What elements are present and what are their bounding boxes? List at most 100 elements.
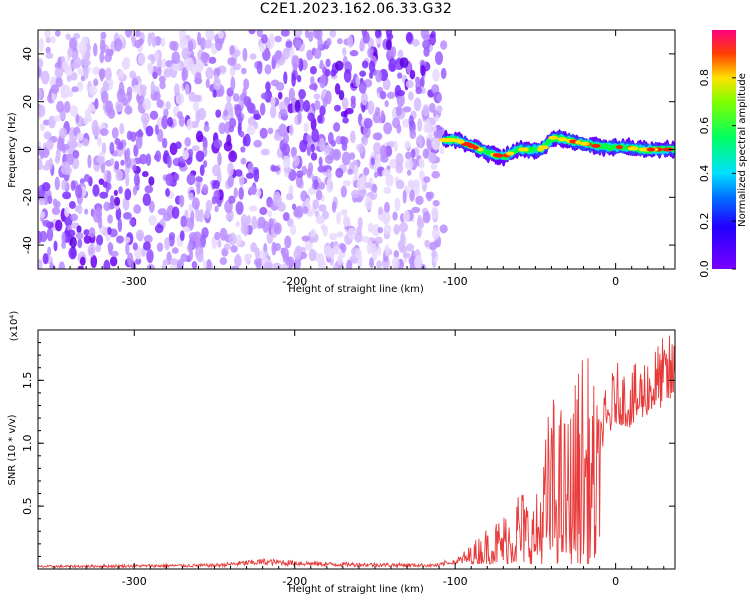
spectrogram-blob: [405, 151, 412, 160]
spectrogram-blob: [361, 235, 370, 243]
spectrogram-y-axis: -40 -20 0 20 40: [21, 47, 675, 254]
spectrogram-blob: [67, 90, 74, 98]
spectrogram-blob: [38, 58, 44, 69]
spectrogram-blob: [274, 35, 282, 43]
spectrogram-blob: [429, 241, 437, 251]
spectrogram-blob: [42, 252, 49, 265]
spectrogram-blob: [215, 38, 223, 51]
spectrogram-blob: [184, 137, 191, 147]
spectrogram-blob: [72, 51, 78, 61]
spectrogram-blob: [81, 36, 88, 45]
spectrogram-blob: [335, 60, 344, 71]
y-tick-label: 1.0: [21, 434, 34, 452]
spectrogram-blob: [247, 162, 254, 174]
spectrogram-blob: [217, 239, 222, 248]
spectrogram-blob: [431, 227, 440, 240]
spectrogram-blob: [422, 34, 431, 41]
spectrogram-blob: [271, 241, 277, 256]
spectrogram-blob: [402, 106, 412, 113]
spectrogram-blob: [38, 87, 42, 101]
spectrogram-blob: [107, 49, 114, 57]
spectrogram-blob: [98, 178, 105, 185]
spectrogram-blob: [118, 186, 123, 195]
signal-peak: [537, 147, 544, 152]
spectrogram-blob: [428, 102, 436, 113]
spectrogram-blob: [362, 31, 370, 44]
spectrogram-blob: [319, 59, 324, 70]
spectrogram-blob: [293, 248, 302, 261]
spectrogram-blob: [208, 56, 217, 64]
spectrogram-blob: [99, 51, 105, 64]
spectrogram-blob: [402, 252, 411, 259]
spectrogram-blob: [393, 224, 401, 235]
spectrogram-blob: [44, 30, 51, 39]
spectrogram-blob: [191, 261, 198, 269]
spectrogram-blob: [175, 141, 182, 150]
spectrogram-blob: [160, 58, 167, 68]
spectrogram-blob: [217, 152, 222, 166]
spectrogram-blob: [331, 201, 337, 213]
spectrogram-blob: [188, 203, 193, 213]
spectrogram-blob: [240, 146, 246, 153]
spectrogram-blob: [132, 185, 138, 196]
spectrogram-blob: [242, 47, 248, 62]
spectrogram-blob: [126, 86, 133, 96]
spectrogram-blob: [341, 151, 351, 166]
spectrogram-blob: [134, 39, 142, 49]
x-tick-label: -200: [282, 275, 307, 288]
spectrogram-blob: [145, 153, 152, 166]
spectrogram-blob: [114, 38, 123, 52]
spectrogram-blob: [425, 118, 431, 132]
spectrogram-blob: [430, 163, 438, 170]
spectrogram-blob: [154, 224, 164, 234]
spectrogram-blob: [228, 150, 238, 163]
spectrogram-blob: [169, 258, 179, 266]
spectrogram-blob: [218, 122, 226, 135]
spectrogram-blob: [440, 40, 448, 50]
spectrogram-blob: [280, 247, 286, 255]
spectrogram-blob: [253, 113, 262, 121]
spectrogram-blob: [440, 67, 447, 80]
spectrogram-blob: [297, 110, 302, 125]
spectrogram-blob: [422, 148, 430, 159]
spectrogram-blob: [234, 254, 242, 268]
spectrogram-blob: [96, 156, 105, 164]
spectrogram-blob: [354, 231, 363, 243]
spectrogram-blob: [143, 234, 153, 244]
spectrogram-blob: [88, 85, 98, 96]
spectrogram-blob: [76, 225, 82, 234]
snr-x-axis-label: Height of straight line (km): [288, 584, 424, 595]
spectrogram-blob: [421, 87, 426, 94]
spectrogram-blob: [318, 156, 323, 167]
spectrogram-blob: [384, 201, 390, 214]
spectrogram-blob: [326, 37, 332, 47]
spectrogram-blob: [132, 164, 137, 172]
spectrogram-blob: [110, 250, 119, 258]
spectrogram-blob: [431, 206, 439, 219]
spectrogram-blob: [282, 132, 290, 145]
spectrogram-blob: [343, 68, 352, 83]
spectrogram-blob: [38, 259, 43, 269]
spectrogram-blob: [72, 149, 80, 159]
spectrogram-blob: [264, 64, 272, 75]
spectrogram-blob: [385, 30, 393, 38]
spectrogram-blob: [416, 228, 422, 239]
spectrogram-blob: [192, 94, 202, 102]
spectrogram-blob: [213, 189, 221, 202]
spectrogram-blob: [243, 223, 248, 237]
spectrogram-blob: [294, 39, 302, 49]
spectrogram-blob: [385, 39, 392, 51]
spectrogram-blob: [200, 51, 209, 64]
x-tick-label: -200: [282, 575, 307, 588]
spectrogram-blob: [125, 155, 132, 169]
spectrogram-blob: [125, 173, 130, 187]
spectrogram-blob: [229, 117, 237, 129]
spectrogram-blob: [109, 195, 115, 205]
colorbar-tick-label: 0.8: [698, 69, 711, 87]
spectrogram-blob: [432, 199, 440, 207]
spectrogram-blob: [405, 80, 414, 89]
spectrogram-blob: [95, 244, 102, 253]
spectrogram-blob: [303, 122, 309, 133]
spectrogram-blob: [192, 100, 199, 112]
